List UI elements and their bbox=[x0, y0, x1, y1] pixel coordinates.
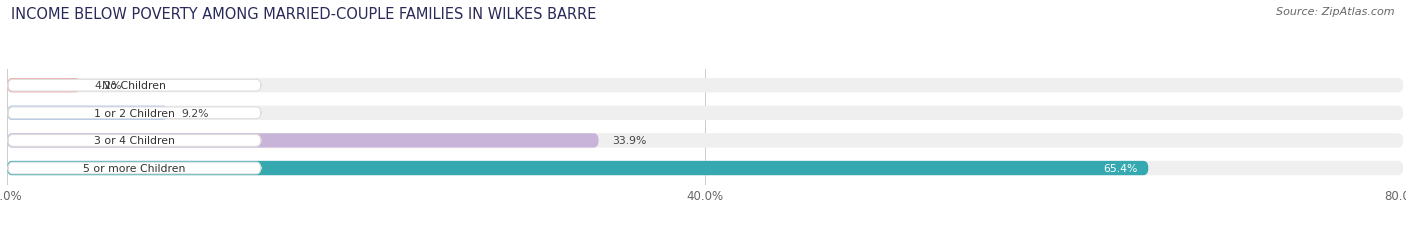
Text: No Children: No Children bbox=[103, 81, 166, 91]
FancyBboxPatch shape bbox=[7, 134, 599, 148]
FancyBboxPatch shape bbox=[8, 80, 262, 92]
Text: 33.9%: 33.9% bbox=[613, 136, 647, 146]
FancyBboxPatch shape bbox=[8, 135, 262, 147]
FancyBboxPatch shape bbox=[7, 106, 1403, 120]
Text: INCOME BELOW POVERTY AMONG MARRIED-COUPLE FAMILIES IN WILKES BARRE: INCOME BELOW POVERTY AMONG MARRIED-COUPL… bbox=[11, 7, 596, 22]
Text: 65.4%: 65.4% bbox=[1104, 163, 1137, 173]
Text: 5 or more Children: 5 or more Children bbox=[83, 163, 186, 173]
Text: 4.2%: 4.2% bbox=[94, 81, 122, 91]
FancyBboxPatch shape bbox=[7, 79, 1403, 93]
FancyBboxPatch shape bbox=[8, 107, 262, 119]
FancyBboxPatch shape bbox=[8, 162, 262, 174]
Text: Source: ZipAtlas.com: Source: ZipAtlas.com bbox=[1277, 7, 1395, 17]
FancyBboxPatch shape bbox=[7, 79, 80, 93]
Text: 3 or 4 Children: 3 or 4 Children bbox=[94, 136, 174, 146]
FancyBboxPatch shape bbox=[7, 161, 1149, 176]
FancyBboxPatch shape bbox=[7, 134, 1403, 148]
FancyBboxPatch shape bbox=[7, 161, 1403, 176]
Text: 9.2%: 9.2% bbox=[181, 108, 209, 118]
Text: 1 or 2 Children: 1 or 2 Children bbox=[94, 108, 174, 118]
FancyBboxPatch shape bbox=[7, 106, 167, 120]
